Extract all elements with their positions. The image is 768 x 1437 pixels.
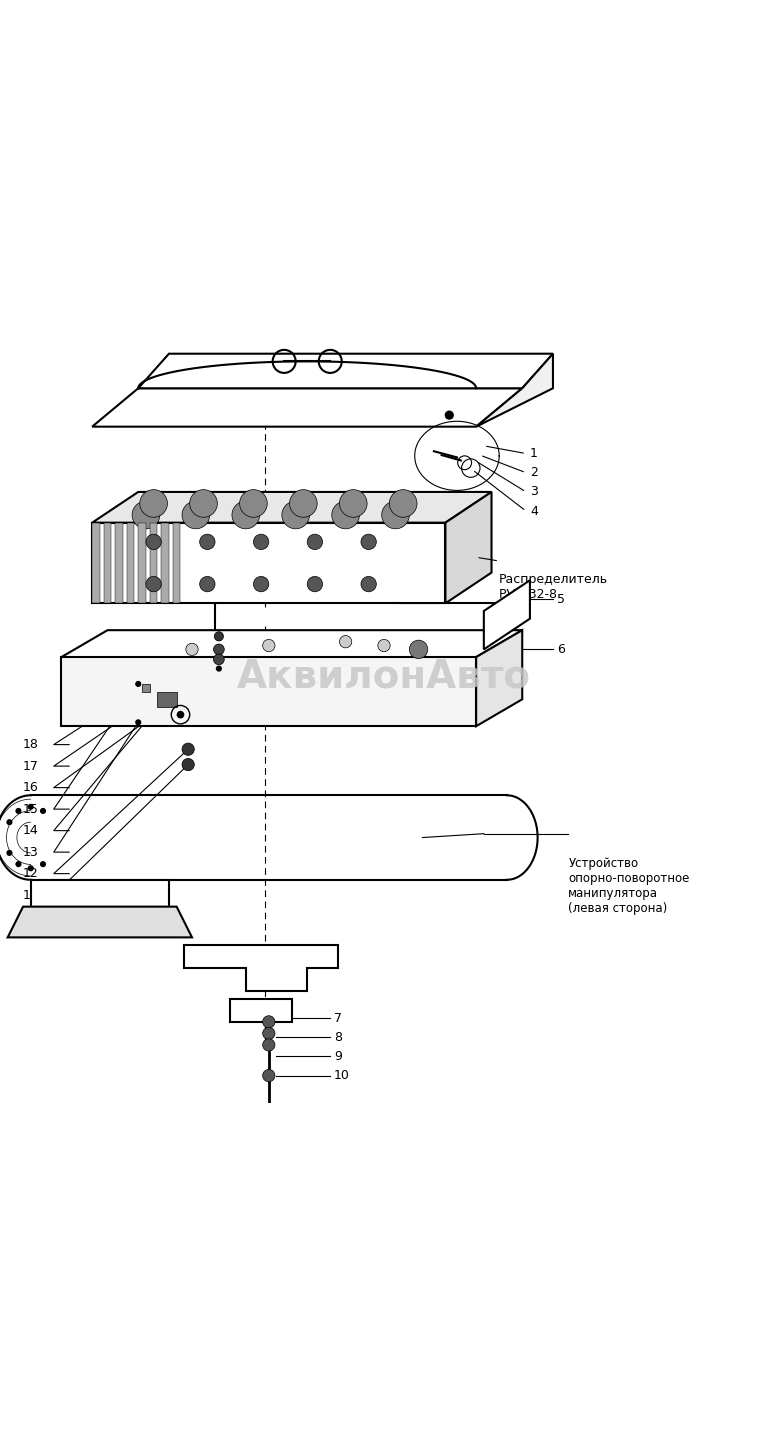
Circle shape [382,502,409,529]
Circle shape [135,681,141,687]
Polygon shape [476,354,553,427]
Circle shape [186,644,198,655]
Text: 18: 18 [23,739,39,752]
Polygon shape [61,657,476,726]
Bar [173,523,180,604]
Text: 3: 3 [530,486,538,499]
Text: 1: 1 [530,447,538,460]
Polygon shape [445,491,492,604]
Text: 2: 2 [530,466,538,480]
Circle shape [216,635,222,641]
Text: Устройство
опорно-поворотное
манипулятора
(левая сторона): Устройство опорно-поворотное манипулятор… [568,856,690,915]
Circle shape [253,535,269,549]
Text: 17: 17 [23,760,39,773]
Circle shape [40,808,46,813]
Circle shape [40,861,46,867]
Bar [264,1114,273,1129]
Polygon shape [92,491,492,523]
Circle shape [240,490,267,517]
Circle shape [140,490,167,517]
Circle shape [307,535,323,549]
Circle shape [135,720,141,726]
Bar [92,523,100,604]
Text: 4: 4 [530,504,538,517]
Bar [150,523,157,604]
Circle shape [378,639,390,652]
Circle shape [185,746,191,753]
Polygon shape [484,581,530,650]
Circle shape [216,665,222,671]
Circle shape [409,639,428,658]
Circle shape [263,1016,275,1027]
Circle shape [263,1027,275,1039]
Polygon shape [138,354,553,388]
Circle shape [15,808,22,813]
Bar [127,523,134,604]
Bar [104,523,111,604]
Circle shape [339,490,367,517]
Text: 5: 5 [557,593,564,606]
Circle shape [389,490,417,517]
Circle shape [253,576,269,592]
Circle shape [182,743,194,756]
Circle shape [6,849,12,856]
Text: 13: 13 [23,845,39,859]
Text: 9: 9 [334,1050,342,1063]
Polygon shape [184,946,338,992]
Circle shape [28,803,34,810]
Circle shape [214,644,224,655]
Circle shape [263,639,275,652]
Bar [157,691,177,707]
Text: 10: 10 [334,1069,350,1082]
Circle shape [282,502,310,529]
Circle shape [216,650,222,657]
Circle shape [182,759,194,770]
Text: 16: 16 [23,782,39,795]
Polygon shape [142,684,150,691]
Circle shape [263,1069,275,1082]
Circle shape [132,502,160,529]
Circle shape [214,654,224,665]
Text: 8: 8 [334,1030,342,1043]
Polygon shape [476,631,522,726]
Circle shape [361,576,376,592]
Polygon shape [31,879,169,907]
Circle shape [332,502,359,529]
Circle shape [6,819,12,825]
Text: 12: 12 [23,867,39,879]
Polygon shape [230,999,292,1022]
Circle shape [214,632,223,641]
Circle shape [190,490,217,517]
Text: 7: 7 [334,1012,342,1025]
Circle shape [232,502,260,529]
Bar [138,523,146,604]
Text: 15: 15 [23,803,39,816]
Circle shape [200,535,215,549]
Circle shape [182,502,210,529]
Polygon shape [61,631,522,657]
Text: 11: 11 [23,888,39,901]
Circle shape [200,576,215,592]
Circle shape [28,865,34,871]
Circle shape [445,411,454,420]
Circle shape [158,700,164,706]
Circle shape [185,762,191,767]
Polygon shape [8,907,192,937]
Bar [115,523,123,604]
Circle shape [339,635,352,648]
Circle shape [146,535,161,549]
Circle shape [361,535,376,549]
Circle shape [15,861,22,867]
Polygon shape [92,523,445,604]
Text: Распределитель
PVG 32-8: Распределитель PVG 32-8 [499,572,608,601]
Circle shape [307,576,323,592]
Circle shape [290,490,317,517]
Circle shape [177,711,184,718]
Circle shape [263,1039,275,1050]
Bar [161,523,169,604]
Text: 14: 14 [23,825,39,838]
Circle shape [146,576,161,592]
Text: 6: 6 [557,642,564,655]
Text: АквилонАвто: АквилонАвто [237,657,531,696]
